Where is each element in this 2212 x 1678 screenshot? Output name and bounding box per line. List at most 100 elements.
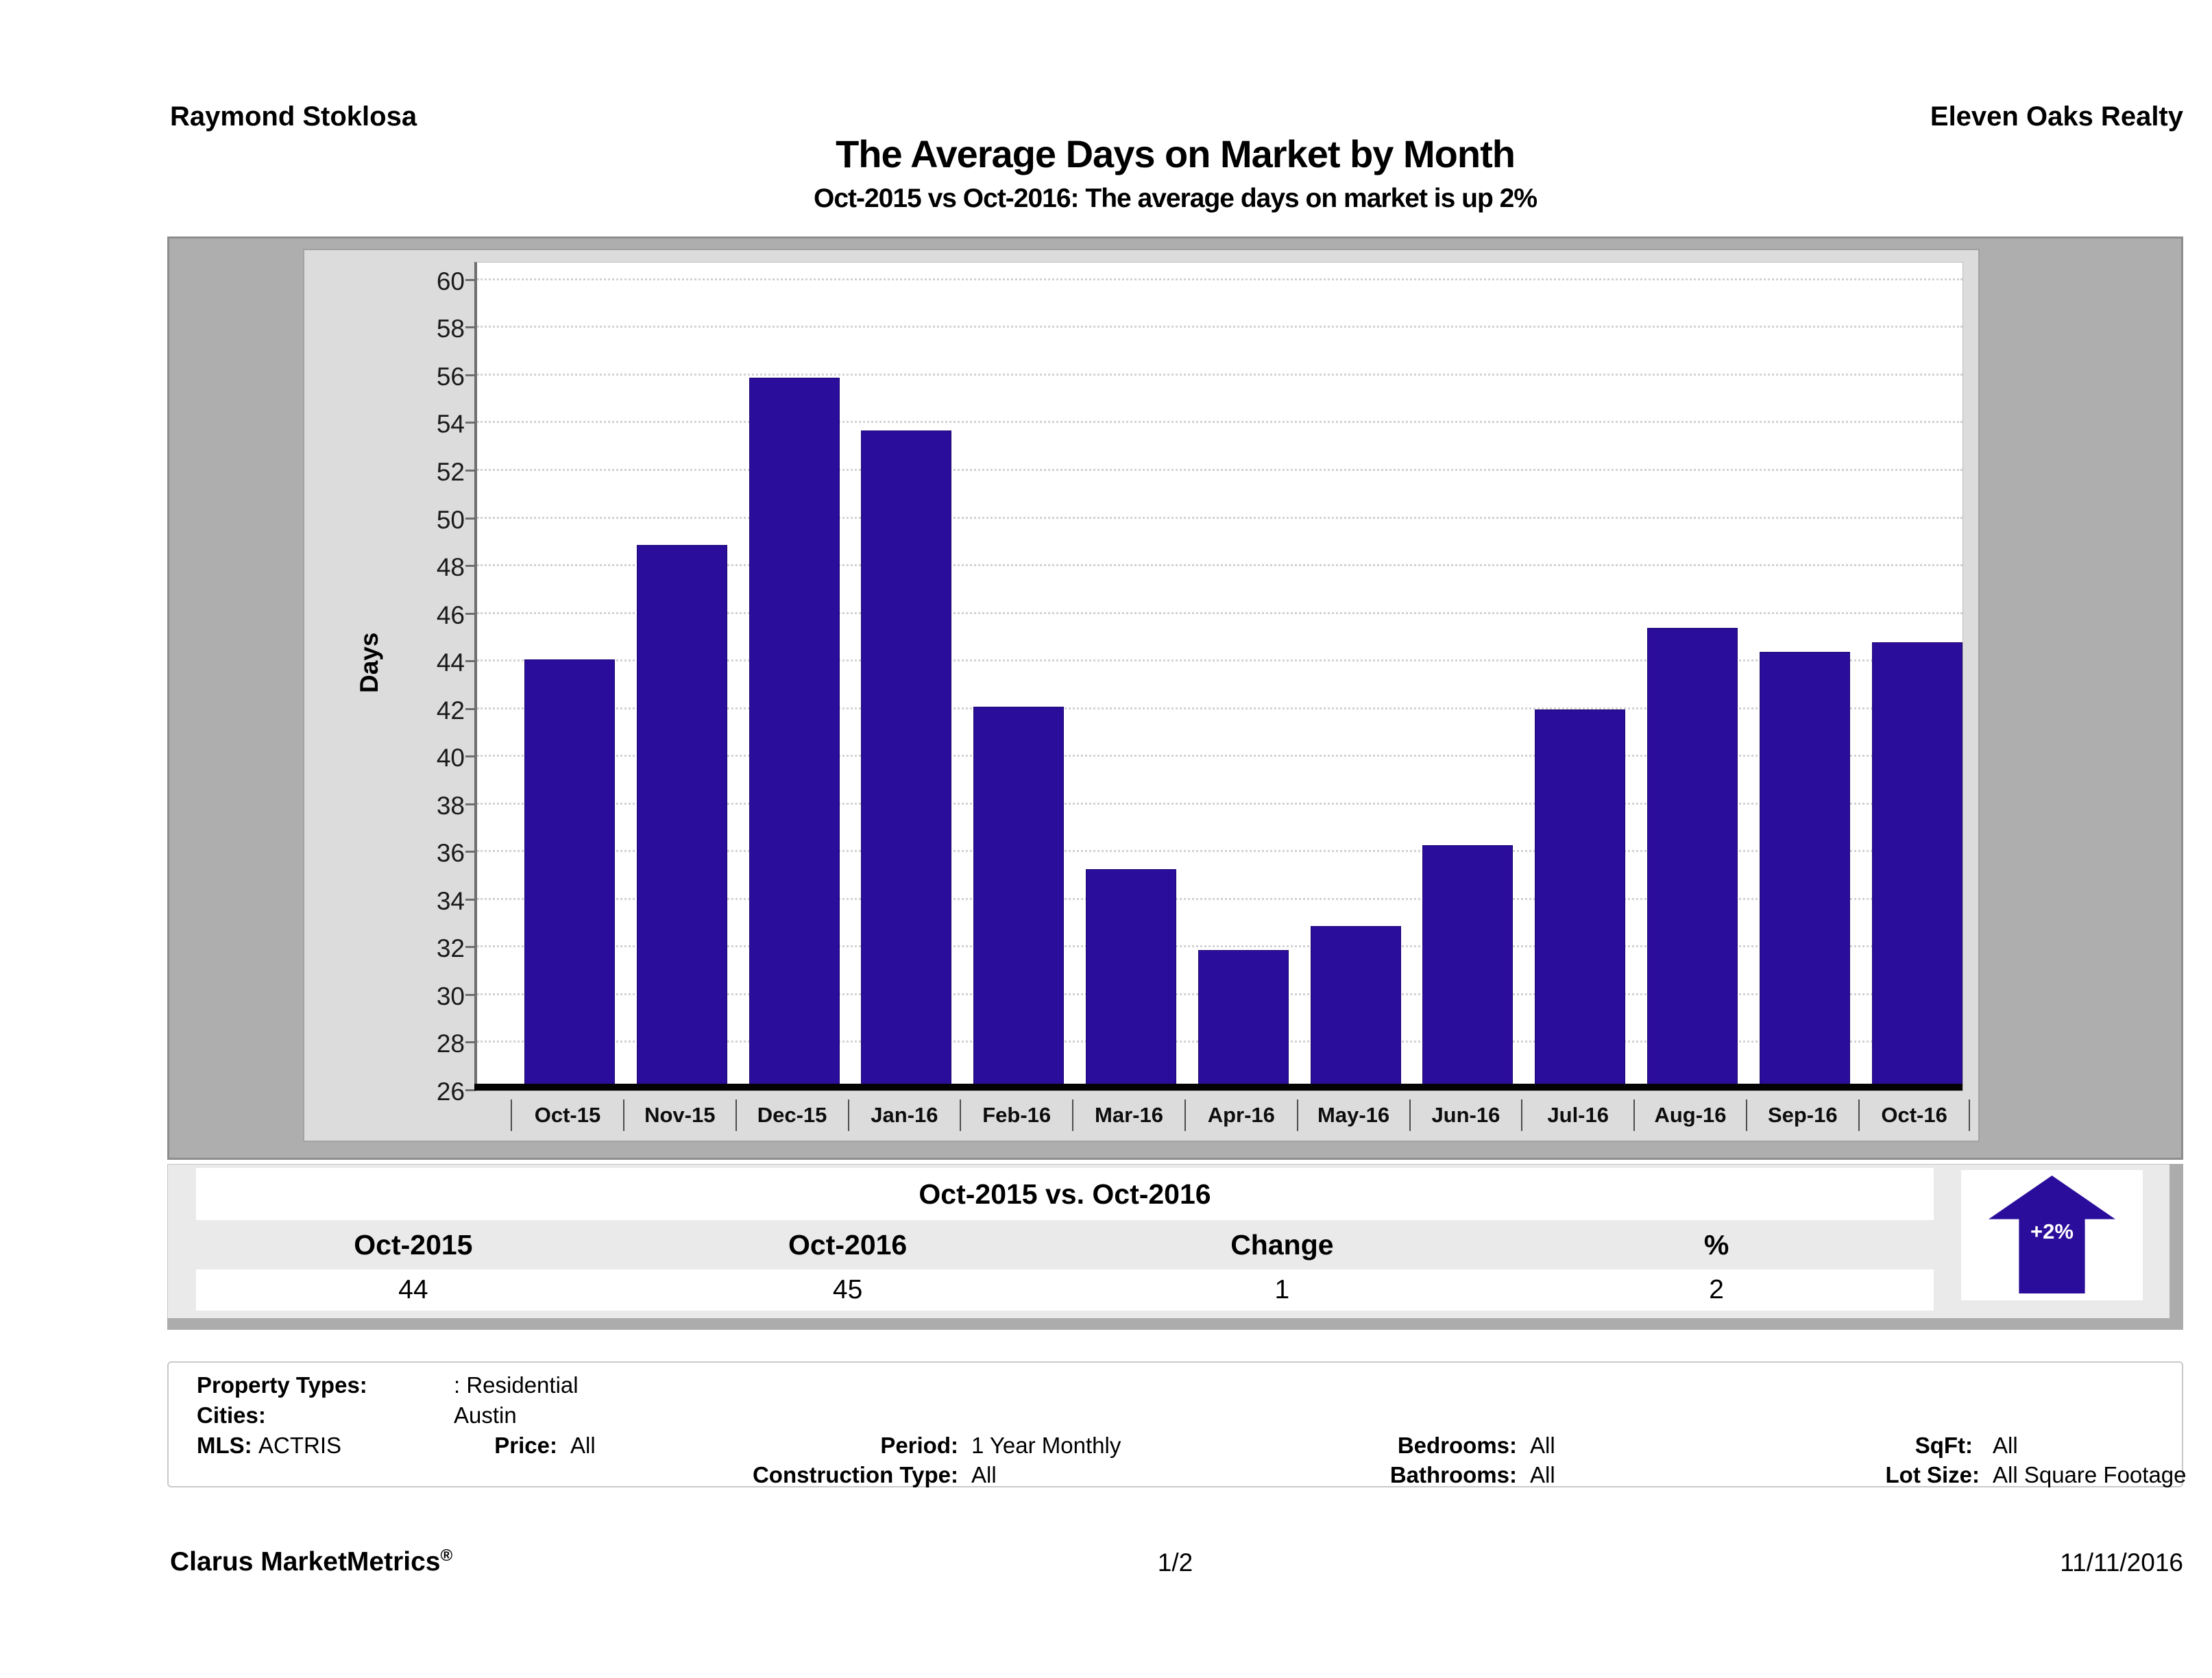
- footer-brand: Clarus MarketMetrics®: [170, 1546, 452, 1577]
- sqft-value: All: [1993, 1433, 2018, 1458]
- x-tick-label-nov-15: Nov-15: [622, 1099, 736, 1131]
- gridline-42: [477, 707, 1962, 709]
- construction-type-value: All: [971, 1462, 997, 1487]
- page-subtitle: Oct-2015 vs Oct-2016: The average days o…: [813, 184, 1538, 213]
- y-tick-mark-32: [465, 946, 474, 949]
- gridline-36: [477, 850, 1962, 853]
- gridline-48: [477, 564, 1962, 567]
- gridline-34: [477, 897, 1962, 900]
- sqft-label: SqFt:: [1915, 1433, 1973, 1458]
- y-tick-mark-60: [465, 278, 474, 281]
- gridline-60: [477, 278, 1962, 280]
- mls-label: MLS:: [197, 1433, 252, 1458]
- y-tick-mark-28: [465, 1041, 474, 1044]
- y-tick-mark-50: [465, 517, 474, 520]
- y-tick-mark-26: [465, 1089, 474, 1091]
- panel-shadow-right: [2170, 1164, 2183, 1319]
- y-tick-label-28: 28: [436, 1030, 465, 1058]
- y-tick-label-50: 50: [436, 505, 465, 534]
- table-value-0: 44: [398, 1275, 428, 1304]
- table-header-1: Oct-2016: [788, 1229, 908, 1261]
- table-value-2: 1: [1274, 1275, 1290, 1304]
- y-tick-label-38: 38: [436, 791, 465, 820]
- y-tick-label-36: 36: [436, 839, 465, 868]
- construction-type-label: Construction Type:: [752, 1462, 958, 1487]
- page-title: The Average Days on Market by Month: [836, 132, 1516, 175]
- y-tick-label-48: 48: [436, 553, 465, 582]
- x-tick-label-oct-16: Oct-16: [1858, 1099, 1971, 1131]
- comparison-table-header-row: Oct-2015 Oct-2016 Change%: [196, 1222, 1934, 1267]
- bar-jan-16: [861, 430, 952, 1084]
- y-tick-mark-34: [465, 898, 474, 901]
- bedrooms-label: Bedrooms:: [1397, 1433, 1517, 1458]
- x-tick-label-apr-16: Apr-16: [1184, 1099, 1297, 1131]
- x-tick-label-may-16: May-16: [1296, 1099, 1409, 1131]
- bar-apr-16: [1198, 949, 1289, 1084]
- y-tick-mark-52: [465, 469, 474, 472]
- table-header-3: %: [1703, 1229, 1729, 1261]
- gridline-38: [477, 802, 1962, 805]
- gridline-52: [477, 468, 1962, 471]
- comparison-table-title: Oct-2015 vs. Oct-2016: [196, 1168, 1934, 1220]
- mls-value: ACTRIS: [258, 1433, 342, 1458]
- y-tick-label-52: 52: [436, 457, 465, 486]
- footer-date: 11/11/2016: [2060, 1548, 2183, 1577]
- y-tick-mark-44: [465, 660, 474, 663]
- bathrooms-value: All: [1530, 1462, 1555, 1487]
- y-axis: 26 28 30 32 34 36 38 40 42 44 46 48 50 52 54 56 58 60: [304, 262, 474, 1106]
- price-value: All: [570, 1433, 596, 1458]
- period-label: Period:: [880, 1433, 958, 1458]
- period-value: 1 Year Monthly: [971, 1433, 1121, 1458]
- trend-badge-label: +2%: [2030, 1219, 2074, 1243]
- lot-size-label: Lot Size:: [1885, 1462, 1980, 1487]
- price-label: Price:: [494, 1433, 557, 1458]
- y-tick-mark-42: [465, 707, 474, 710]
- x-tick-label-feb-16: Feb-16: [960, 1099, 1072, 1131]
- y-tick-label-42: 42: [436, 696, 465, 725]
- y-tick-label-26: 26: [436, 1078, 465, 1106]
- registered-mark: ®: [440, 1546, 453, 1565]
- gridline-50: [477, 516, 1962, 519]
- gridline-58: [477, 326, 1962, 328]
- property-types-value: : Residential: [454, 1372, 579, 1398]
- table-value-3: 2: [1709, 1275, 1724, 1304]
- property-types-label: Property Types:: [197, 1372, 367, 1398]
- gridline-54: [477, 421, 1962, 424]
- footer-page-number: 1/2: [1157, 1548, 1193, 1577]
- bathrooms-label: Bathrooms:: [1389, 1462, 1517, 1487]
- bar-mar-16: [1086, 868, 1176, 1084]
- x-tick-label-dec-15: Dec-15: [735, 1099, 848, 1131]
- y-tick-label-40: 40: [436, 744, 465, 773]
- trend-badge: +2%: [1961, 1170, 2143, 1300]
- chart-panel: Days 26 28 30 32 34 36 38 40 42 44 46 48 50 52 54 56 58 6…: [167, 236, 2183, 1160]
- y-tick-mark-30: [465, 993, 474, 996]
- y-tick-label-56: 56: [436, 362, 465, 391]
- y-tick-mark-36: [465, 851, 474, 853]
- y-tick-label-46: 46: [436, 600, 465, 629]
- y-tick-label-60: 60: [436, 267, 465, 295]
- bar-feb-16: [973, 707, 1065, 1084]
- y-tick-mark-48: [465, 565, 474, 568]
- x-tick-label-mar-16: Mar-16: [1072, 1099, 1184, 1131]
- table-value-1: 45: [832, 1275, 863, 1304]
- footer-brand-text: Clarus MarketMetrics: [170, 1547, 441, 1577]
- comparison-table: Oct-2015 vs. Oct-2016 Oct-2015 Oct-2016 Ch…: [196, 1168, 1934, 1311]
- cities-label: Cities:: [197, 1402, 266, 1428]
- x-tick-label-aug-16: Aug-16: [1633, 1099, 1746, 1131]
- bar-jun-16: [1422, 844, 1514, 1084]
- gridline-46: [477, 611, 1962, 614]
- x-axis-labels: Oct-15 Nov-15 Dec-15 Jan-16 Feb-16 Mar-16 Apr-…: [474, 1099, 1971, 1132]
- agent-name: Raymond Stoklosa: [170, 101, 417, 132]
- table-header-2: Change: [1230, 1229, 1334, 1261]
- comparison-table-panel: Oct-2015 vs. Oct-2016 Oct-2015 Oct-2016 Ch…: [167, 1164, 2183, 1330]
- company-name: Eleven Oaks Realty: [1930, 101, 2183, 132]
- bar-may-16: [1310, 926, 1401, 1084]
- y-tick-mark-54: [465, 422, 474, 424]
- y-tick-label-58: 58: [436, 315, 465, 343]
- cities-value: Austin: [454, 1402, 517, 1428]
- gridline-40: [477, 755, 1962, 757]
- bar-oct-15: [524, 659, 615, 1084]
- gridline-32: [477, 945, 1962, 948]
- x-tick-label-sep-16: Sep-16: [1745, 1099, 1858, 1131]
